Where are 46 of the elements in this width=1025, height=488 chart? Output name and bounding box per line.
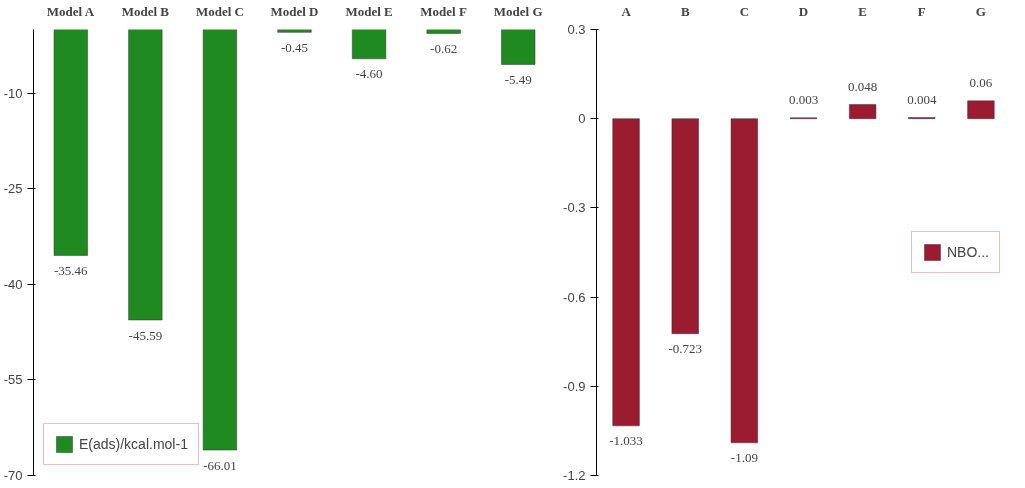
y-tick-label: -40	[3, 276, 23, 292]
y-tick-label: -0.9	[563, 378, 586, 394]
y-tick-label: -0.6	[563, 289, 586, 305]
legend-label: NBO...	[946, 244, 989, 260]
text: -45.59	[128, 327, 163, 343]
x-tick-label: D	[798, 3, 809, 19]
text: -4.60	[355, 66, 383, 82]
x-tick-label: G	[975, 3, 986, 19]
y-tick-label: -0.3	[563, 200, 586, 216]
bar	[612, 118, 640, 427]
data-label: -0.723	[668, 341, 703, 357]
x-tick-label: Model B	[121, 3, 170, 19]
y-tick-label: -10	[3, 85, 23, 101]
y-tick-label: -55	[3, 372, 23, 388]
y-tick-label: -70	[3, 468, 23, 483]
text: -5.49	[504, 72, 532, 88]
y-tick-label: 0	[578, 111, 586, 127]
x-tick-label: Model C	[195, 3, 244, 19]
text: -0.45	[280, 39, 309, 55]
data-label: 0.06	[969, 75, 993, 91]
y-tick-label: 0.3	[567, 22, 586, 37]
data-label: 0.004	[907, 91, 937, 107]
x-tick-label: F	[917, 3, 926, 19]
text: -35.46	[54, 263, 88, 279]
x-tick-label: Model E	[345, 3, 393, 19]
x-tick-label: Model A	[46, 3, 95, 19]
data-label: -1.033	[609, 433, 643, 449]
text: -0.62	[430, 41, 458, 57]
x-tick-label: B	[680, 3, 690, 19]
data-label: -1.09	[730, 450, 758, 466]
x-tick-label: A	[621, 3, 632, 19]
bar	[671, 118, 699, 334]
y-tick-label: -25	[3, 181, 23, 197]
text: -66.01	[203, 457, 237, 473]
bar	[967, 100, 995, 119]
bar	[849, 104, 877, 119]
x-tick-label: E	[858, 3, 867, 19]
data-label: 0.003	[788, 91, 819, 107]
legend-label: E(ads)/kcal.mol-1	[79, 436, 188, 452]
x-tick-label: Model F	[420, 3, 467, 19]
x-tick-label: Model G	[493, 3, 543, 19]
x-tick-label: Model D	[270, 3, 319, 19]
x-tick-label: C	[739, 3, 750, 19]
y-tick-label: -1.2	[563, 468, 586, 483]
data-label: 0.048	[848, 78, 878, 94]
bar	[730, 118, 758, 444]
